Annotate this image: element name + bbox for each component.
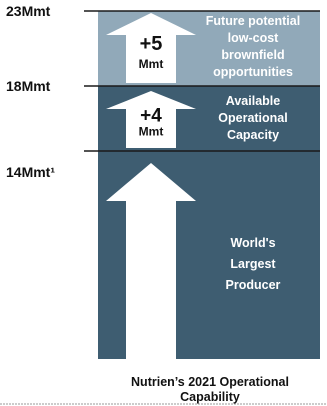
arrow-2 [106,13,196,83]
x-axis-caption-0: Nutrien’s 2021 Operational [131,375,289,389]
level-label-0: 23Mmt [6,3,51,19]
arrow-value-1: +4 [140,106,162,127]
segment-label-0-0: World's [230,236,275,250]
x-axis-caption-1: Capability [180,390,240,404]
segment-label-1-1: Operational [218,111,287,125]
arrow-0 [106,163,196,359]
arrow-value-2: +5 [140,33,163,55]
segment-label-2-2: brownfield [221,48,284,62]
segment-label-1-0: Available [226,94,280,108]
arrow-unit-2: Mmt [139,57,164,71]
segment-label-0-2: Producer [226,278,281,292]
segment-label-0-1: Largest [230,257,276,271]
segment-label-2-0: Future potential [206,14,300,28]
level-label-2: 14Mmt¹ [6,164,55,180]
level-label-1: 18Mmt [6,78,51,94]
segment-label-2-1: low-cost [228,31,280,45]
segment-label-1-2: Capacity [227,128,279,142]
arrow-1 [106,91,196,148]
segment-label-2-3: opportunities [213,65,293,79]
arrow-unit-1: Mmt [139,125,164,139]
